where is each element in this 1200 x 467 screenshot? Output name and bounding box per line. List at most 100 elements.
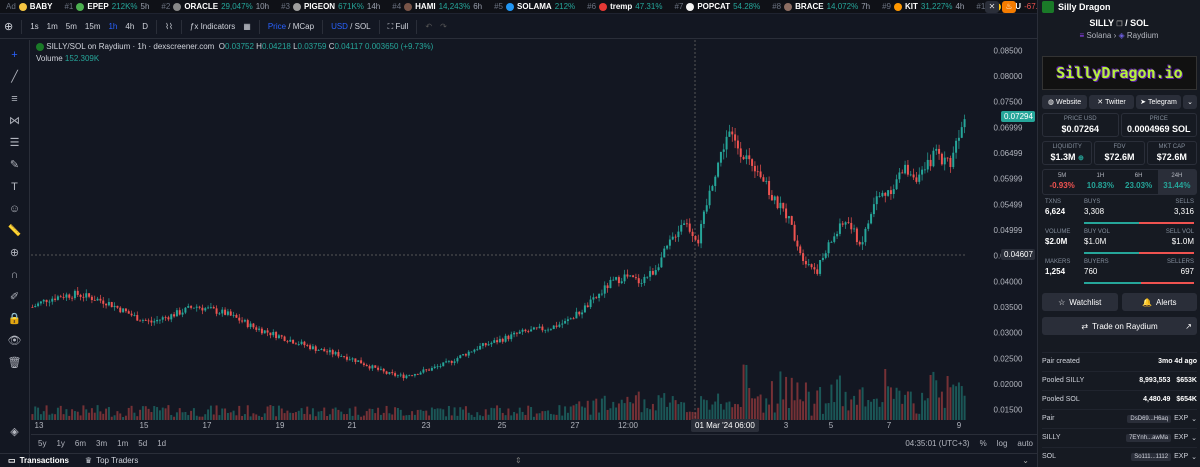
ticker-item[interactable]: #4 HAMI 14,243% 6h xyxy=(386,2,488,11)
candle-body xyxy=(170,314,173,320)
ruler-icon[interactable]: 📏 xyxy=(7,225,22,237)
ticker-item[interactable]: #2 ORACLE 29,047% 10h xyxy=(155,2,275,11)
undo-icon[interactable]: ↶ xyxy=(425,22,433,31)
change-tab-1h[interactable]: 1H 10.83% xyxy=(1081,170,1119,194)
chevron-down-icon[interactable]: ⌄ xyxy=(1191,434,1197,442)
explorer-link[interactable]: EXP xyxy=(1174,415,1189,422)
zoom-icon[interactable]: ⊕ xyxy=(9,247,20,259)
trade-button[interactable]: ⇄ Trade on Raydium ↗ xyxy=(1042,317,1197,335)
volume-label: VOLUME xyxy=(1045,229,1071,235)
pair-address[interactable]: DsD69...H6aq xyxy=(1127,414,1172,423)
tab-transactions[interactable]: ▭ Transactions xyxy=(0,456,77,465)
volume-bar xyxy=(269,405,272,420)
silly-address[interactable]: 7EYnh...awMa xyxy=(1126,433,1172,442)
explorer-link[interactable]: EXP xyxy=(1174,434,1189,441)
ticker-item[interactable]: #1 EPEP 212K% 5h xyxy=(58,2,155,11)
buys-label: BUYS xyxy=(1084,199,1101,205)
indicators-button[interactable]: ƒx Indicators xyxy=(186,22,239,31)
log-scale-button[interactable]: log xyxy=(996,439,1008,448)
candle-body xyxy=(215,308,218,314)
percent-scale-button[interactable]: % xyxy=(979,439,987,448)
range-3m[interactable]: 3m xyxy=(96,439,108,448)
explorer-link[interactable]: EXP xyxy=(1174,453,1189,460)
range-1y[interactable]: 1y xyxy=(56,439,65,448)
change-tab-6h[interactable]: 6H 23.03% xyxy=(1120,170,1158,194)
brush-icon[interactable]: ✎ xyxy=(9,159,20,171)
add-icon[interactable]: ⊕ xyxy=(4,21,14,33)
lock-drawing-icon[interactable]: ✐ xyxy=(9,291,20,303)
magnet-icon[interactable]: ∩ xyxy=(10,269,19,281)
currency-toggle[interactable]: USD / SOL xyxy=(331,22,371,31)
chart-canvas[interactable]: 0.08500 0.08000 0.07500 0.06999 0.06499 0.059… xyxy=(31,40,1037,434)
trendline-icon[interactable]: ╱ xyxy=(11,71,18,83)
interval-1h[interactable]: 1h xyxy=(108,22,118,31)
interval-15m[interactable]: 15m xyxy=(84,22,101,31)
ticker-item[interactable]: #3 PIGEON 671K% 14h xyxy=(275,2,386,11)
lock-icon[interactable]: 🔒 xyxy=(7,313,22,325)
fib-icon[interactable]: ☰ xyxy=(9,137,20,149)
auto-scale-button[interactable]: auto xyxy=(1017,439,1033,448)
interval-5m[interactable]: 5m xyxy=(65,22,77,31)
collapse-icon[interactable]: ⌄ xyxy=(1022,456,1029,465)
change-tab-24h[interactable]: 24H 31.44% xyxy=(1157,170,1196,194)
interval-1s[interactable]: 1s xyxy=(30,22,39,31)
eye-icon[interactable]: 👁 xyxy=(7,335,22,347)
text-icon[interactable]: T xyxy=(11,181,18,193)
range-5y[interactable]: 5y xyxy=(38,439,47,448)
candle-body xyxy=(45,299,48,303)
telegram-link[interactable]: ➤ Telegram xyxy=(1136,95,1181,109)
range-5d[interactable]: 5d xyxy=(138,439,148,448)
usd-option[interactable]: USD xyxy=(331,22,348,31)
watchlist-button[interactable]: ☆ Watchlist xyxy=(1042,293,1118,311)
ticker-item[interactable]: #5 SOLAMA 212% xyxy=(488,2,581,11)
resize-handle[interactable]: ⇕ xyxy=(515,456,522,465)
layout-icon[interactable]: ▦ xyxy=(243,22,251,31)
candle-body xyxy=(666,245,669,249)
tab-top-traders[interactable]: ♛ Top Traders xyxy=(77,456,146,465)
chart-type-icon[interactable]: ⌇⌇ xyxy=(165,22,173,31)
candle-body xyxy=(901,172,904,174)
more-links-button[interactable]: ⌄ xyxy=(1183,95,1197,109)
ticker-item[interactable]: #6 tremp 47.31% xyxy=(581,2,668,11)
range-6m[interactable]: 6m xyxy=(74,439,87,448)
crosshair-icon[interactable]: + xyxy=(11,49,18,61)
ad-item[interactable]: Ad BABY xyxy=(0,2,58,11)
price-option[interactable]: Price xyxy=(267,22,287,31)
range-1m[interactable]: 1m xyxy=(117,439,129,448)
volume-bar xyxy=(855,404,858,420)
close-icon[interactable]: ✕ xyxy=(985,1,999,13)
copy-icon[interactable]: ❐ xyxy=(1116,21,1123,28)
website-link[interactable]: ◍ Website xyxy=(1042,95,1087,109)
ticker-item[interactable]: #7 POPCAT 54.28% xyxy=(668,2,766,11)
fullscreen-button[interactable]: ⛶ Full xyxy=(384,22,413,32)
ticker-item[interactable]: #9 KIT 31,227% 4h xyxy=(876,2,970,11)
twitter-link[interactable]: ✕ Twitter xyxy=(1089,95,1134,109)
txns-cell: TXNS 6,624 xyxy=(1042,199,1084,227)
interval-1m[interactable]: 1m xyxy=(46,22,58,31)
emoji-icon[interactable]: ☺ xyxy=(8,203,21,215)
sol-option[interactable]: SOL xyxy=(354,22,371,31)
fdv-box: FDV $72.6M xyxy=(1094,141,1145,165)
price-chart[interactable]: 0.08500 0.08000 0.07500 0.06999 0.06499 0.059… xyxy=(31,40,1037,434)
candle-body xyxy=(317,350,320,351)
price-mcap-toggle[interactable]: Price / MCap xyxy=(267,22,315,31)
sol-address[interactable]: So111...1112 xyxy=(1131,452,1172,461)
range-1d[interactable]: 1d xyxy=(157,439,167,448)
pattern-icon[interactable]: ⋈ xyxy=(9,115,20,127)
interval-D[interactable]: D xyxy=(142,22,149,31)
candle-body xyxy=(130,313,133,316)
change-tab-5m[interactable]: 5M -0.93% xyxy=(1043,170,1081,194)
ticker-item[interactable]: #8 BRACE 14,072% 7h xyxy=(766,2,876,11)
horizontal-lines-icon[interactable]: ≡ xyxy=(11,93,18,105)
alerts-button[interactable]: 🔔 Alerts xyxy=(1121,293,1197,311)
chevron-down-icon[interactable]: ⌄ xyxy=(1191,453,1197,461)
interval-4h[interactable]: 4h xyxy=(125,22,135,31)
trash-icon[interactable]: 🗑 xyxy=(7,357,22,369)
candle-body xyxy=(943,157,946,165)
redo-icon[interactable]: ↷ xyxy=(440,22,447,31)
chevron-down-icon[interactable]: ⌄ xyxy=(1191,415,1197,423)
volume-bar xyxy=(464,406,467,420)
fire-icon[interactable]: ♨ xyxy=(1002,1,1016,13)
object-tree-icon[interactable]: ◈ xyxy=(10,426,19,438)
mcap-option[interactable]: MCap xyxy=(292,22,315,31)
